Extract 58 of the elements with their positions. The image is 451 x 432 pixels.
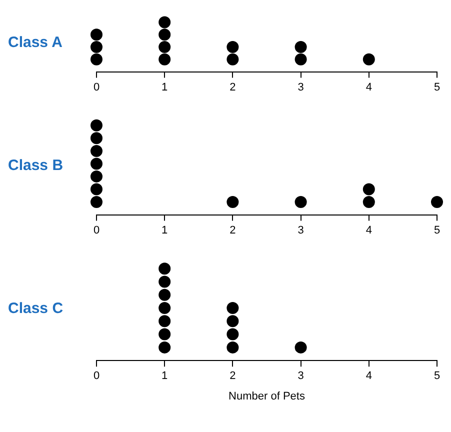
x-axis-title: Number of Pets (228, 390, 306, 402)
x-tick-label: 0 (93, 224, 100, 236)
point (158, 302, 171, 314)
point (158, 341, 171, 354)
point (362, 53, 375, 66)
point (226, 315, 239, 328)
point (90, 170, 102, 182)
x-tick-label: 0 (93, 81, 100, 94)
point (226, 302, 239, 314)
point (158, 288, 171, 301)
y-axis-title: Class A (8, 33, 64, 53)
x-tick-label: 5 (434, 370, 440, 382)
x-tick-label: 3 (298, 224, 304, 236)
x-tick-label: 1 (162, 81, 168, 94)
point (90, 119, 102, 132)
point (158, 262, 171, 275)
point (158, 276, 171, 288)
point (158, 53, 171, 66)
x-tick-label: 4 (366, 370, 372, 382)
x-tick-label: 5 (434, 224, 440, 236)
point (90, 28, 102, 41)
point (158, 328, 171, 340)
point (226, 196, 239, 208)
point (226, 341, 239, 354)
point (226, 53, 239, 66)
y-axis-title: Class C (8, 299, 64, 319)
point (226, 328, 239, 340)
point (294, 53, 307, 66)
point (90, 53, 102, 66)
point (158, 28, 171, 41)
x-tick-label: 3 (298, 370, 304, 382)
x-tick-label: 1 (162, 224, 168, 236)
point (158, 315, 171, 328)
y-axis-title: Class B (8, 156, 64, 176)
point (90, 144, 102, 157)
point (158, 16, 171, 28)
x-tick-label: 2 (230, 224, 236, 236)
point (90, 41, 102, 53)
point (294, 196, 307, 208)
point (362, 183, 375, 196)
point (90, 183, 102, 196)
point (90, 196, 102, 208)
point (90, 132, 102, 144)
point (90, 158, 102, 170)
x-tick-label: 0 (93, 370, 100, 382)
x-tick-label: 2 (230, 370, 236, 382)
x-tick-label: 5 (434, 81, 440, 94)
point (294, 341, 307, 354)
point (226, 41, 239, 53)
x-tick-label: 3 (298, 81, 304, 94)
point (294, 41, 307, 53)
point (362, 196, 375, 208)
x-tick-label: 2 (230, 81, 236, 94)
point (431, 196, 443, 208)
x-tick-label: 4 (366, 81, 372, 94)
x-tick-label: 4 (366, 224, 372, 236)
x-tick-label: 1 (162, 370, 168, 382)
point (158, 41, 171, 53)
